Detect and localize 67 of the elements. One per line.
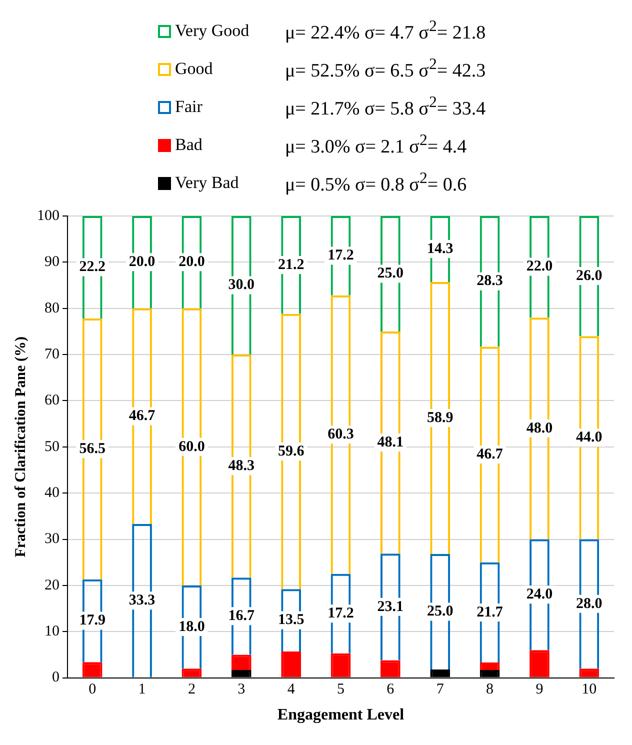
legend-label: Very Bad [175,173,240,193]
data-label: 22.0 [526,258,553,275]
data-label: 14.3 [426,240,454,257]
text: μ= 21.7% σ= 5.8 σ$^{2}$= 33.4 [285,94,486,120]
data-label: 60.0 [178,438,205,455]
text: μ= 3.0% σ= 2.1 σ$^{2}$= 4.4 [285,132,467,158]
data-label: 21.7 [476,604,504,620]
x-tick-label: 3 [238,682,246,698]
y-tick-label: 20 [44,577,60,594]
y-tick-label: 70 [44,346,60,362]
x-tick-label: 1 [138,682,146,698]
data-label: 22.2 [79,259,106,276]
data-label: 17.2 [328,248,354,264]
data-label: 24.0 [526,586,553,603]
x-tick-label: 2 [188,682,196,698]
data-label: 33.3 [128,592,156,609]
x-tick-label: 10 [582,682,597,698]
legend-label: Very Good [175,21,250,41]
data-label: 20.0 [128,254,156,270]
y-tick-label: 60 [44,392,60,409]
text: μ= 0.5% σ= 0.8 σ$^{2}$= 0.6 [285,170,467,196]
x-tick-label: 9 [536,682,544,698]
data-label: 59.6 [278,443,305,460]
y-tick-label: 0 [52,670,60,686]
y-tick-label: 10 [44,624,60,640]
data-label: 44.0 [576,430,602,446]
y-axis-title: Fraction of Clarification Pane (%) [12,336,29,558]
data-label: 17.2 [328,605,354,622]
data-label: 56.5 [79,440,106,457]
data-label: 28.0 [576,596,602,612]
x-tick-label: 7 [436,682,444,698]
data-label: 25.0 [377,266,404,282]
data-label: 28.3 [476,273,503,290]
data-label: 18.0 [178,618,205,635]
data-label: 25.0 [426,604,454,620]
text: μ= 22.4% σ= 4.7 σ$^{2}$= 21.8 [285,18,486,44]
y-tick-label: 50 [44,438,60,455]
legend-label: Bad [175,135,204,155]
data-label: 60.3 [328,426,354,443]
x-axis-title: Engagement Level [277,706,405,724]
data-label: 20.0 [178,254,205,270]
y-tick-label: 80 [44,300,60,316]
x-tick-label: 8 [486,682,494,698]
y-tick-label: 30 [44,531,60,548]
x-tick-label: 6 [386,682,395,698]
data-label: 26.0 [576,268,602,284]
legend-label: Good [175,59,214,79]
y-tick-label: 100 [37,208,60,224]
data-label: 16.7 [228,608,256,624]
y-tick-label: 90 [44,254,60,270]
data-label: 17.9 [79,612,106,629]
data-label: 21.2 [278,256,304,273]
x-tick-label: 0 [88,682,96,698]
data-label: 46.7 [476,446,504,462]
data-label: 13.5 [278,612,304,628]
x-tick-label: 4 [287,682,296,698]
x-tick-label: 5 [337,682,344,698]
data-label: 23.1 [377,598,404,615]
text: μ= 52.5% σ= 6.5 σ$^{2}$= 42.3 [285,56,486,82]
y-tick-label: 40 [44,485,60,502]
legend-label: Fair [175,97,204,117]
data-label: 48.0 [526,420,553,436]
data-label: 58.9 [426,410,454,426]
data-label: 48.3 [228,458,255,474]
data-label: 48.1 [377,434,404,450]
data-label: 30.0 [228,277,255,294]
data-label: 46.7 [128,408,156,424]
